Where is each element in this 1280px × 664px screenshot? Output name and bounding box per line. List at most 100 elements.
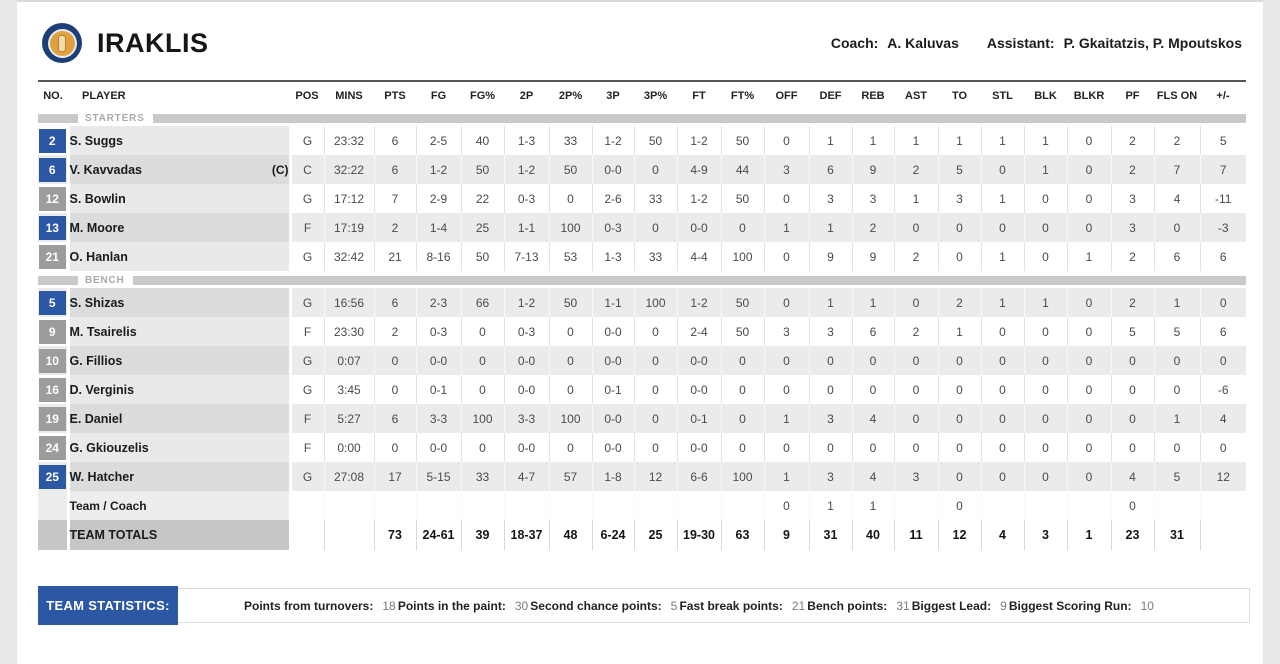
stat-cell-to: 12 (937, 520, 981, 550)
stat-cell-pos: G (289, 242, 324, 271)
stat-cell-2p-: 100 (548, 404, 592, 433)
stat-cell-+--: -6 (1199, 375, 1246, 404)
stat-cell-fls-on: 2 (1153, 126, 1200, 155)
coach-name: A. Kaluvas (887, 35, 959, 51)
player-name-cell: E. Daniel (66, 404, 292, 433)
player-number-cell: 10 (38, 346, 68, 375)
stat-cell-blk: 0 (1023, 317, 1067, 346)
stat-cell-ft-: 0 (720, 346, 764, 375)
stat-cell-fg-: 50 (460, 155, 504, 184)
starters-section-bar: STARTERS (38, 109, 1246, 126)
stat-cell-blkr: 0 (1066, 462, 1111, 491)
stat-cell-ft: 0-1 (676, 404, 721, 433)
player-number-badge: 10 (38, 348, 66, 373)
stat-cell-blk: 0 (1023, 346, 1067, 375)
stat-cell-fls-on: 1 (1153, 404, 1200, 433)
stat-cell-fg-: 33 (460, 462, 504, 491)
stat-cell-ast: 2 (893, 155, 938, 184)
stat-cell-fls-on: 5 (1153, 462, 1200, 491)
stat-cell-pts: 0 (373, 346, 416, 375)
team-stat-value: 31 (896, 598, 910, 613)
stat-cell-pf: 2 (1110, 288, 1154, 317)
stat-cell-3p: 0-1 (591, 375, 634, 404)
stat-cell-fg-: 100 (460, 404, 504, 433)
coaches-line: Coach: A. Kaluvas Assistant: P. Gkaitatz… (831, 35, 1242, 51)
player-number-badge: 2 (38, 128, 66, 153)
player-name: D. Verginis (69, 382, 135, 397)
player-row: 10 G. Fillios G 0:07 0 0-0 0 0-0 0 0-0 0 0-0 0 0 0 0 0 0 0… (38, 346, 1246, 375)
stat-cell-2p: 0-3 (503, 184, 549, 213)
team-brand: IRAKLIS (38, 23, 209, 63)
stat-cell-blkr: 0 (1066, 317, 1111, 346)
assistant-label: Assistant: (986, 35, 1055, 51)
player-name-cell: S. Bowlin (66, 184, 292, 213)
team-statistics-title: TEAM STATISTICS: (38, 586, 178, 625)
player-name: S. Suggs (69, 133, 123, 148)
stat-cell-fg: 1-2 (415, 155, 461, 184)
stat-cell-ft-: 0 (720, 433, 764, 462)
stat-cell-pts: 6 (373, 155, 416, 184)
stat-cell-pos (289, 520, 324, 550)
stat-cell-stl: 0 (980, 155, 1024, 184)
stat-cell-3p: 0-0 (591, 433, 634, 462)
column-header-pf: PF (1125, 89, 1140, 102)
stat-cell-ast: 0 (893, 213, 938, 242)
stat-cell-to: 2 (937, 288, 981, 317)
column-header-stl: STL (992, 89, 1013, 102)
player-row: 13 M. Moore F 17:19 2 1-4 25 1-1 100 0-3 0 0-0 0 1 1 2 0… (38, 213, 1246, 242)
column-header-blk: BLK (1034, 89, 1057, 102)
stat-cell-3p: 0-0 (591, 404, 634, 433)
stat-cell-pos: G (289, 126, 324, 155)
stat-cell-2p-: 57 (548, 462, 592, 491)
player-number-cell: 13 (38, 213, 68, 242)
stat-cell-stl (980, 491, 1024, 520)
team-stat-item: Points in the paint: 30 (398, 599, 528, 613)
stat-cell-stl: 0 (980, 213, 1024, 242)
stat-cell-off: 0 (763, 126, 809, 155)
player-name-cell: W. Hatcher (66, 462, 292, 491)
team-stat-item: Points from turnovers: 18 (244, 599, 396, 613)
stat-cell-def: 3 (808, 462, 852, 491)
stat-cell-fls-on: 0 (1153, 346, 1200, 375)
stat-cell-ast: 0 (893, 288, 938, 317)
stat-cell-blk: 0 (1023, 462, 1067, 491)
stat-cell-def: 1 (808, 491, 852, 520)
stat-cell-fg: 0-0 (415, 433, 461, 462)
section-bar-block (38, 113, 78, 123)
team-stat-value: 21 (791, 598, 806, 613)
column-header-to: TO (951, 89, 968, 102)
stat-cell-2p: 0-3 (503, 317, 549, 346)
stat-cell-fls-on: 31 (1153, 520, 1200, 550)
stat-cell-pf: 23 (1110, 520, 1154, 550)
player-name: W. Hatcher (69, 469, 135, 484)
stat-cell-def: 1 (808, 288, 852, 317)
stat-cell-blk: 0 (1023, 242, 1067, 271)
stat-cell-ft: 2-4 (676, 317, 721, 346)
stat-cell-3p-: 0 (633, 346, 677, 375)
stat-cell-blkr: 0 (1066, 184, 1111, 213)
team-stat-label: Points in the paint: (397, 598, 506, 613)
stat-cell-blk: 0 (1023, 184, 1067, 213)
stat-cell-blk: 1 (1023, 126, 1067, 155)
stat-cell-ast: 3 (893, 462, 938, 491)
stat-cell-ft-: 0 (720, 404, 764, 433)
stat-cell-reb: 1 (851, 126, 894, 155)
team-stat-item: Biggest Lead: 9 (912, 599, 1007, 613)
player-row: 19 E. Daniel F 5:27 6 3-3 100 3-3 100 0-0 0 0-1 0 1 3 4… (38, 404, 1246, 433)
player-number-cell: 21 (38, 242, 68, 271)
stat-cell-fg-: 0 (460, 346, 504, 375)
stat-cell-mins (323, 520, 374, 550)
stat-cell-3p-: 100 (633, 288, 677, 317)
section-bar-fill (132, 275, 1246, 285)
stat-cell-fls-on (1153, 491, 1200, 520)
team-logo-core (49, 30, 75, 56)
player-row: 25 W. Hatcher G 27:08 17 5-15 33 4-7 57 1-8 12 6-6 1… (38, 462, 1246, 491)
stat-cell-reb: 9 (851, 155, 894, 184)
player-number-cell (38, 491, 68, 520)
stat-cell-ast: 11 (893, 520, 938, 550)
team-stat-value: 10 (1140, 598, 1154, 613)
column-header-fg: FG (430, 89, 447, 102)
column-header-2p: 2P (519, 89, 534, 102)
stat-cell-blk (1023, 491, 1067, 520)
stat-cell-ft-: 44 (720, 155, 764, 184)
